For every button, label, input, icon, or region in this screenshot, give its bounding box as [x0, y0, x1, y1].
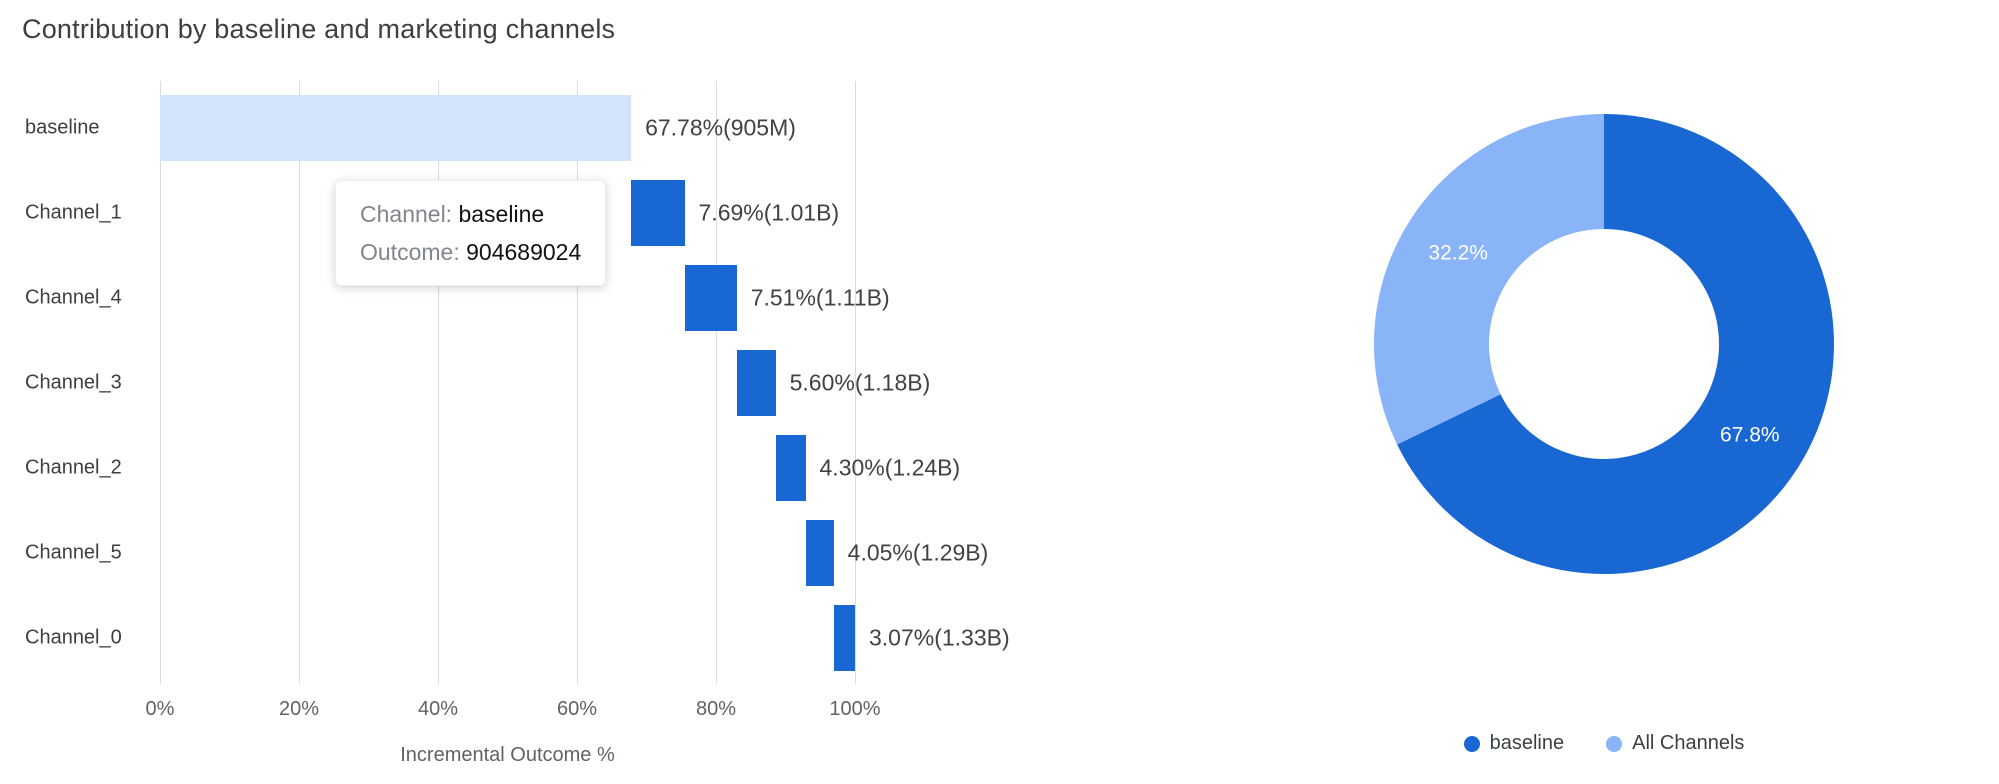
x-tick-label: 100%	[829, 698, 881, 720]
bar-value-label: 67.78%(905M)	[645, 114, 796, 140]
x-tick-label: 0%	[145, 698, 175, 720]
x-tick-label: 80%	[695, 698, 737, 720]
x-axis-title: Incremental Outcome %	[400, 744, 615, 766]
bar-channel_2[interactable]	[775, 434, 806, 501]
donut-slice-all-channels[interactable]	[1374, 114, 1604, 445]
donut-chart: 67.8% 32.2% baseline All Channels	[1372, 112, 1836, 784]
waterfall-chart: 67.78%(905M) 7.69%(1.01B) 7.51%(1.11B) 5.60…	[0, 0, 1010, 784]
tooltip-outcome-label: Outcome:	[360, 239, 460, 265]
bar-value-label: 3.07%(1.33B)	[869, 624, 1010, 650]
tooltip-channel-row: Channel: baseline	[360, 195, 581, 233]
tooltip-outcome-row: Outcome: 904689024	[360, 233, 581, 271]
bar-channel_0[interactable]	[833, 604, 855, 671]
category-label-channel_4: Channel_4	[25, 286, 122, 308]
bar-value-label: 4.30%(1.24B)	[819, 454, 961, 480]
category-label-baseline: baseline	[25, 116, 100, 138]
category-label-channel_2: Channel_2	[25, 456, 122, 478]
bar-value-label: 4.05%(1.29B)	[847, 539, 989, 565]
gridline	[855, 81, 856, 684]
x-tick-label: 40%	[417, 698, 459, 720]
x-tick-label: 60%	[556, 698, 598, 720]
donut-slice-percent-label: 32.2%	[1428, 241, 1488, 264]
legend-dot-all-channels	[1606, 735, 1623, 752]
chart-title: Contribution by baseline and marketing c…	[22, 14, 616, 44]
hover-tooltip: Channel: baseline Outcome: 904689024	[335, 180, 607, 286]
category-label-channel_5: Channel_5	[25, 541, 122, 563]
donut-svg: 67.8% 32.2%	[1374, 114, 1834, 574]
legend-item-baseline[interactable]: baseline	[1463, 732, 1565, 755]
bar-channel_5[interactable]	[805, 519, 834, 586]
legend-label-all-channels: All Channels	[1632, 732, 1745, 754]
bar-value-label: 5.60%(1.18B)	[789, 369, 931, 395]
donut-slice-baseline[interactable]	[1397, 114, 1834, 574]
waterfall-plot: 67.78%(905M) 7.69%(1.01B) 7.51%(1.11B) 5.60…	[160, 81, 1010, 684]
donut-legend: baseline All Channels	[1372, 732, 1836, 755]
bar-channel_3[interactable]	[736, 349, 776, 416]
category-label-channel_3: Channel_3	[25, 371, 122, 393]
bar-value-label: 7.51%(1.11B)	[750, 284, 890, 310]
bar-value-label: 7.69%(1.01B)	[698, 199, 840, 225]
tooltip-channel-label: Channel:	[360, 201, 453, 227]
tooltip-outcome-value: 904689024	[466, 239, 582, 265]
legend-item-all-channels[interactable]: All Channels	[1606, 732, 1744, 755]
x-tick-label: 20%	[278, 698, 320, 720]
category-label-channel_1: Channel_1	[25, 201, 122, 223]
gridline	[160, 81, 161, 684]
donut-slice-percent-label: 67.8%	[1720, 424, 1780, 447]
bar-channel_1[interactable]	[631, 179, 685, 246]
tooltip-channel-value: baseline	[458, 201, 545, 227]
gridline	[438, 81, 439, 684]
bar-baseline[interactable]	[160, 94, 632, 161]
gridline	[716, 81, 717, 684]
legend-label-baseline: baseline	[1489, 732, 1565, 754]
bar-channel_4[interactable]	[684, 264, 737, 331]
category-label-channel_0: Channel_0	[25, 626, 122, 648]
gridline	[299, 81, 300, 684]
gridline	[577, 81, 578, 684]
legend-dot-baseline	[1463, 735, 1480, 752]
